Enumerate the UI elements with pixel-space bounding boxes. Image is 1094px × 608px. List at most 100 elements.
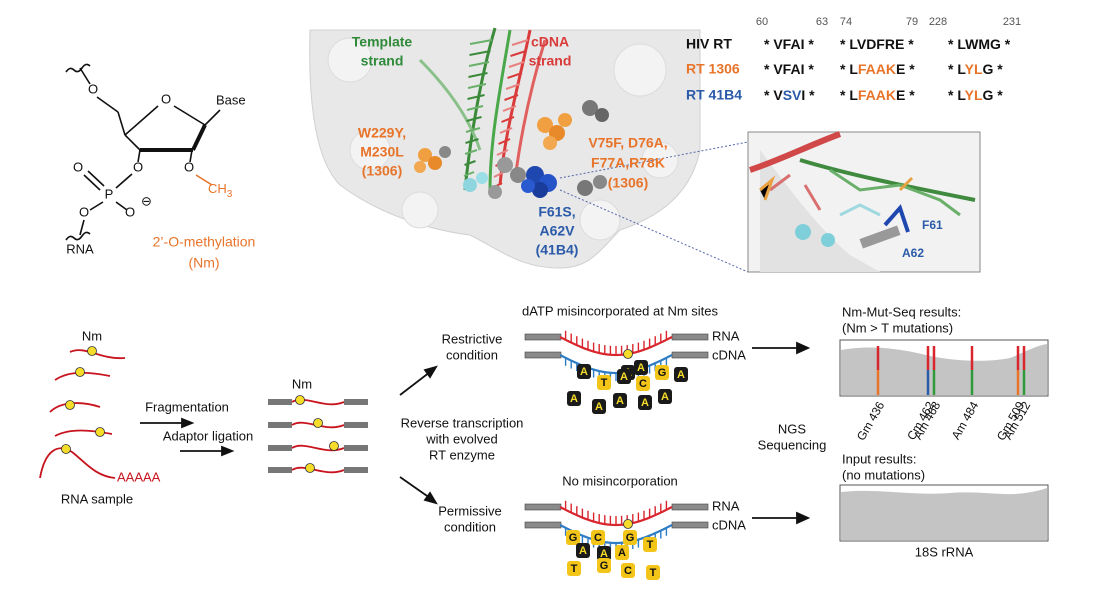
atom-label: O [125,204,135,219]
residue-number: 228 [929,16,947,28]
nucleotide: A [620,371,628,383]
protein-structure [463,39,529,189]
protein-structure [558,113,572,127]
inset [799,158,976,202]
inset [883,204,910,233]
residue: FAAK [858,87,896,103]
nucleotide [643,537,657,552]
results-title: (no mutations) [842,467,925,482]
condition-label: Restrictive condition Permissive conditi… [438,331,502,534]
sequence: * LYLG * [948,87,1003,103]
protein-structure [414,161,426,173]
structure-caption: 2’-O-methylation (Nm) [153,234,256,271]
protein-structure [510,167,526,183]
chemical-structure [79,219,85,236]
nucleotide [613,393,627,408]
nm-site [75,367,85,377]
residue: * VFAI * [764,36,814,52]
base-pair [511,39,529,46]
protein-structure [641,141,679,179]
sequence: * LYLG * [948,61,1003,77]
protein-structure [497,157,513,173]
residue: * LVDFRE * [840,36,914,52]
chemical-structure [96,96,119,113]
nucleotide [634,360,648,375]
sequence: * LVDFRE * [840,36,914,52]
rt-label: Reverse transcription [401,415,524,430]
inset [769,173,822,211]
structure-caption: 2’-O-methylation [153,234,256,250]
results-track [841,344,1047,395]
base-pair [510,50,527,57]
nucleotide: G [600,560,609,572]
chemical-structure [117,111,126,136]
nucleotide: A [600,548,608,560]
nm-site [313,418,323,428]
adaptor [524,521,562,529]
protein-label: F77A,R78K [591,155,665,171]
nm-site [623,349,633,359]
structure-caption: (Nm) [188,255,219,271]
protein-structure [327,37,679,241]
chemical-structure [204,109,221,126]
rna-sample [49,402,101,413]
atom-label: O [88,81,98,96]
nm-label: Nm [292,376,312,391]
protein-label: A62V [539,223,575,239]
base-pair [508,61,525,68]
base-pair [463,171,475,177]
protein-label: strand [361,53,404,69]
panel-title: dATP misincorporated at Nm sites [522,303,719,318]
rna-strand [559,506,673,527]
nucleotide: A [677,369,685,381]
results-title: Input results: [842,451,916,466]
base-pair [466,105,484,111]
nucleotide [617,369,631,384]
protein-label: cDNA [531,34,569,50]
site-label: Am 484 [949,399,982,442]
site-label: Gm 436 [854,399,888,443]
nm-site [61,444,71,454]
protein-label: Template strand cDNA strand W229Y, M230L… [352,34,668,258]
residue: E * [896,61,915,77]
protein-structure [543,136,557,150]
nucleotide [591,530,605,545]
sequence-name: RT 41B4 [686,87,742,103]
protein-label: strand [529,53,572,69]
base-pair [467,94,485,100]
nucleotide: C [624,565,632,577]
condition-label: condition [446,347,498,362]
strand-label: cDNA [712,347,746,362]
protein-structure [463,27,497,191]
sequence: * VFAI * [764,61,814,77]
protein-structure [577,180,593,196]
residue: G * [983,87,1004,103]
arrow [140,341,811,525]
residue: * L [948,61,966,77]
residue: YL [965,87,983,103]
chemical-structure [195,174,213,186]
protein-label: F61S, [538,204,575,220]
nm-site [623,519,633,529]
results-track [839,339,1049,542]
protein-label: (1306) [362,163,402,179]
protein-structure [488,29,512,191]
inset: F61 A62 [747,131,981,273]
nucleotide: T [647,539,654,551]
base-pair [501,116,515,123]
nucleotide [621,563,635,578]
nucleotide [674,367,688,382]
adaptor [524,503,562,511]
inset: F61 [922,218,943,232]
protein-structure [463,178,477,192]
base-pair [464,160,476,166]
nucleotide: G [626,532,635,544]
protein-label: (1306) [608,175,648,191]
protein-structure [513,39,547,181]
protein-label: M230L [360,144,404,160]
atom-label: 3 [227,189,233,200]
sequence: * LFAAKE * [840,87,915,103]
residue: * LWMG * [948,36,1011,52]
cdna-strand [559,354,673,375]
